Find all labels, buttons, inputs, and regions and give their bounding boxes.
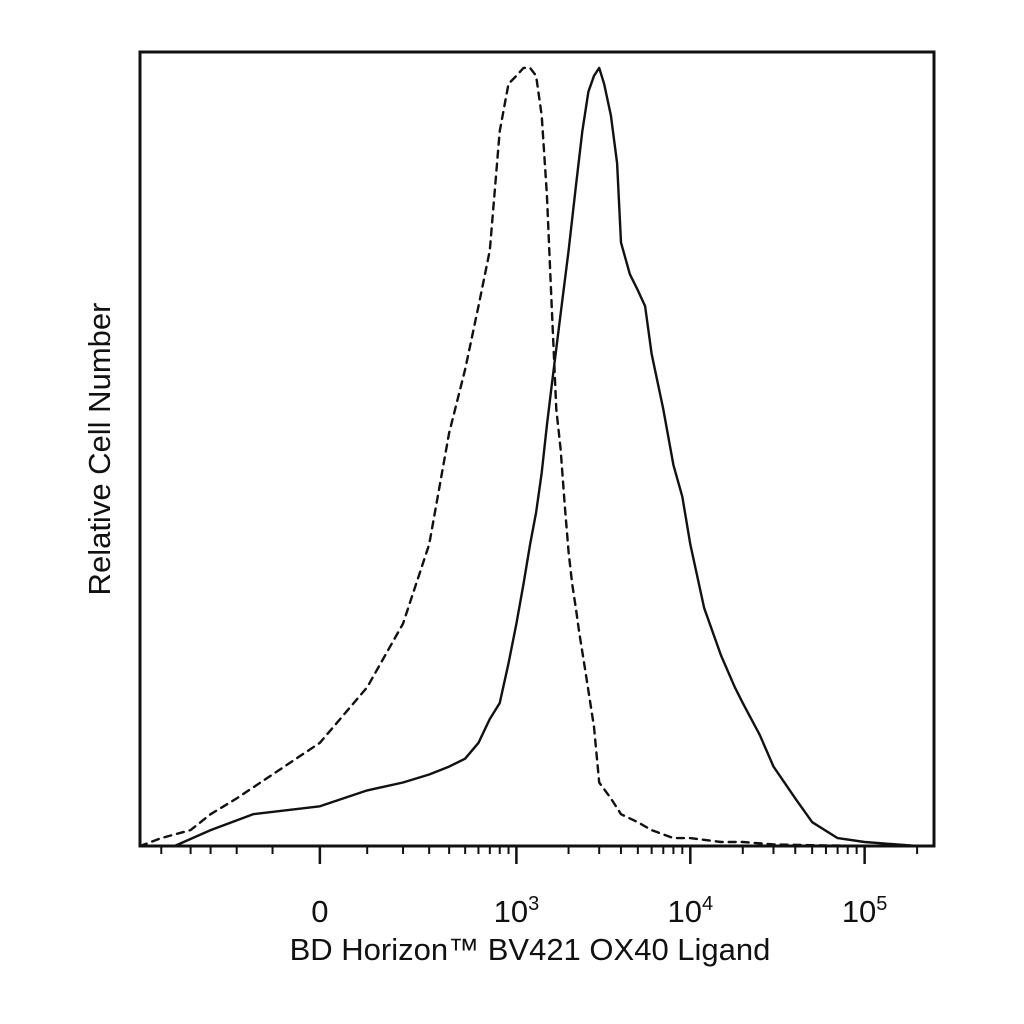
x-axis-tick-base: 10: [494, 894, 528, 929]
x-axis-tick-exponent: 3: [528, 893, 539, 915]
series-layer: [138, 66, 919, 848]
x-axis-tick-label: 0: [311, 894, 328, 929]
x-axis-tick-exponent: 4: [702, 893, 713, 915]
dashed-histogram-line: [138, 66, 919, 848]
x-axis-tick-base: 0: [311, 894, 328, 929]
x-axis-minor-ticks: [160, 846, 919, 854]
x-axis-tick-exponent: 5: [876, 893, 887, 915]
x-axis-tick-labels: 0 103 104 105: [311, 846, 887, 929]
x-axis-tick-label: 105: [842, 893, 888, 929]
solid-histogram-line: [138, 66, 919, 848]
x-axis-tick-label: 103: [494, 893, 540, 929]
plot-frame: [138, 50, 936, 848]
x-axis-tick-base: 10: [842, 894, 876, 929]
x-axis-tick-base: 10: [668, 894, 702, 929]
y-axis-label: Relative Cell Number: [82, 303, 117, 596]
x-axis-label: BD Horizon™ BV421 OX40 Ligand: [290, 932, 771, 967]
x-axis-tick-label: 104: [668, 893, 714, 929]
